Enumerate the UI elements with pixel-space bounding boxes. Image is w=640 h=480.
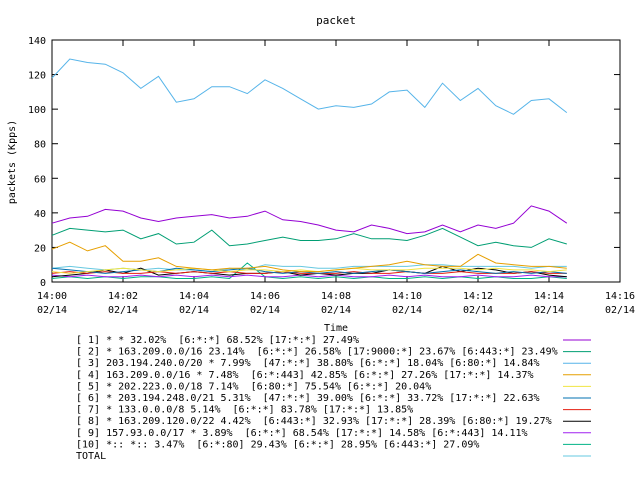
y-tick-label: 60 [34,174,46,185]
legend-label: TOTAL [76,451,106,462]
legend-entry: [ 5] * 202.223.0.0/18 7.14% [6:80:*] 75.… [76,381,591,392]
x-tick-time-label: 14:06 [250,291,280,302]
legend-entry: [ 9] 157.93.0.0/17 * 3.89% [6:*:*] 68.54… [76,428,591,439]
legend-entry: TOTAL [76,451,591,462]
legend-label: [ 5] * 202.223.0.0/18 7.14% [6:80:*] 75.… [76,381,431,392]
x-tick-date-label: 02/14 [392,305,422,316]
chart-title: packet [316,14,356,27]
series-line-3 [51,58,568,115]
legend-entry: [ 2] * 163.209.0.0/16 23.14% [6:*:*] 26.… [76,347,591,358]
legend-label: [ 7] * 133.0.0.0/8 5.14% [6:*:*] 83.78% … [76,405,413,416]
x-tick-date-label: 02/14 [37,305,67,316]
y-tick-label: 20 [34,243,46,254]
y-axis: 0 20 40 60 80 100 120 140 [28,36,620,289]
y-tick-label: 100 [28,105,46,116]
x-tick-date-label: 02/14 [108,305,138,316]
legend-entry: [ 7] * 133.0.0.0/8 5.14% [6:*:*] 83.78% … [76,405,591,416]
x-tick-time-label: 14:10 [392,291,422,302]
legend-label: [ 2] * 163.209.0.0/16 23.14% [6:*:*] 26.… [76,347,558,358]
legend-entry: [ 3] 203.194.240.0/20 * 7.99% [47:*:*] 3… [76,358,591,369]
series-line-8 [51,265,567,278]
legend-entry: [ 8] * 163.209.120.0/22 4.42% [6:443:*] … [76,416,591,427]
legend-label: [ 6] * 203.194.248.0/21 5.31% [47:*:*] 3… [76,393,540,404]
x-tick-time-label: 14:08 [321,291,351,302]
x-tick-time-label: 14:00 [37,291,67,302]
y-tick-label: 40 [34,209,46,220]
series-line-9 [51,274,567,278]
x-axis: 14:00 02/14 14:02 02/14 14:04 02/14 14:06 02/14… [37,40,635,316]
series-line-5 [51,267,567,274]
legend-entry: [ 6] * 203.194.248.0/21 5.31% [47:*:*] 3… [76,393,591,404]
legend: [ 1] * * 32.02% [6:*:*] 68.52% [17:*:*] … [76,335,591,462]
legend-label: [ 4] 163.209.0.0/16 * 7.48% [6:*:443] 42… [76,370,534,381]
legend-label: [ 1] * * 32.02% [6:*:*] 68.52% [17:*:*] … [76,335,359,346]
x-axis-label: Time [324,323,348,334]
series-line-2 [51,227,567,248]
x-tick-time-label: 14:02 [108,291,138,302]
series-line-10 [51,262,567,280]
series-line-7 [51,271,567,274]
y-tick-label: 140 [28,36,46,47]
series-lines [51,58,568,280]
x-tick-date-label: 02/14 [605,305,635,316]
x-tick-date-label: 02/14 [463,305,493,316]
series-line-4 [51,241,567,273]
x-tick-date-label: 02/14 [179,305,209,316]
x-tick-time-label: 14:04 [179,291,209,302]
x-tick-date-label: 02/14 [534,305,564,316]
y-tick-label: 120 [28,71,46,82]
legend-entry: [ 4] 163.209.0.0/16 * 7.48% [6:*:443] 42… [76,370,591,381]
series-line-6 [51,267,567,274]
x-tick-time-label: 14:16 [605,291,635,302]
legend-label: [10] *:: *:: 3.47% [6:*:80] 29.43% [6:*:… [76,439,479,450]
y-tick-label: 80 [34,140,46,151]
legend-entry: [10] *:: *:: 3.47% [6:*:80] 29.43% [6:*:… [76,439,591,450]
y-axis-label: packets (Kpps) [7,120,18,204]
y-tick-label: 0 [40,278,46,289]
x-tick-date-label: 02/14 [250,305,280,316]
x-tick-time-label: 14:12 [463,291,493,302]
x-tick-time-label: 14:14 [534,291,564,302]
x-tick-date-label: 02/14 [321,305,351,316]
legend-label: [ 3] 203.194.240.0/20 * 7.99% [47:*:*] 3… [76,358,540,369]
series-line-1 [51,205,568,235]
legend-entry: [ 1] * * 32.02% [6:*:*] 68.52% [17:*:*] … [76,335,591,346]
legend-label: [ 8] * 163.209.120.0/22 4.42% [6:443:*] … [76,416,552,427]
legend-label: [ 9] 157.93.0.0/17 * 3.89% [6:*:*] 68.54… [76,428,528,439]
